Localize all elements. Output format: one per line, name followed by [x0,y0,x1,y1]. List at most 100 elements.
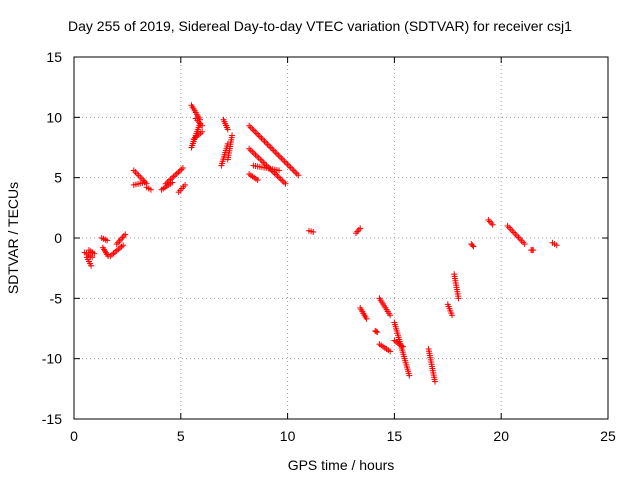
data-point [278,155,285,162]
data-point [256,133,263,140]
data-point [374,329,381,336]
data-point [286,162,293,169]
data-point [276,174,283,181]
data-point [276,167,283,174]
x-tick-label: 0 [70,428,78,444]
x-tick-label: 15 [387,428,403,444]
data-point [122,231,129,238]
data-point [267,144,274,151]
data-point [387,312,394,319]
data-point [363,315,370,322]
y-tick-label: 10 [46,109,62,125]
data-point [287,164,294,171]
data-point [279,156,286,163]
data-point [431,378,438,385]
data-point [172,172,179,179]
data-point [310,228,317,235]
data-point [277,176,284,183]
data-point [260,159,267,166]
data-point [91,250,98,257]
data-point [178,166,185,173]
data-point [173,170,180,177]
data-point [179,165,186,172]
data-point [147,186,154,193]
data-point [275,152,282,159]
x-axis-label: GPS time / hours [287,457,395,473]
data-point [247,147,254,154]
data-point [270,147,277,154]
data-point [259,136,266,143]
data-point [521,241,528,248]
data-point [553,242,560,249]
data-point [246,122,253,129]
data-point [281,158,288,165]
data-point [229,132,236,139]
data-point [176,167,183,174]
data-point [249,125,256,132]
x-tick-label: 20 [493,428,509,444]
data-point [357,225,364,232]
y-tick-label: 0 [54,230,62,246]
data-point [141,179,148,186]
data-point [255,132,262,139]
data-point [269,145,276,152]
data-point [88,262,95,269]
y-tick-label: 5 [54,170,62,186]
data-point [295,172,302,179]
data-point [489,221,496,228]
data-point [406,372,413,379]
data-point [252,151,259,158]
data-point [182,181,189,188]
data-point [290,167,297,174]
data-point [469,242,476,249]
x-tick-label: 5 [177,428,185,444]
data-point [254,177,261,184]
data-point [249,148,256,155]
data-point [293,170,300,177]
data-point [373,328,380,335]
data-point [246,145,253,152]
x-tick-label: 25 [600,428,616,444]
data-point [250,127,257,134]
data-point [399,343,406,350]
data-point [252,128,259,135]
y-tick-label: -5 [50,290,63,306]
data-points [81,102,560,385]
data-point [530,247,537,254]
data-point [170,173,177,180]
data-point [199,128,206,135]
data-point [470,243,477,250]
data-point [258,157,265,164]
data-point [276,153,283,160]
data-point [197,120,204,127]
plot-frame [73,56,609,420]
data-point [224,126,231,133]
data-point [449,312,456,319]
data-point [266,142,273,149]
y-tick-label: 15 [46,49,62,65]
data-point [273,150,280,157]
data-point [292,169,299,176]
y-tick-label: -10 [42,351,62,367]
data-point [257,156,264,163]
data-point [104,237,111,244]
data-point [253,130,260,137]
data-point [387,348,394,355]
data-point [169,174,176,181]
data-point [455,295,462,302]
data-point [261,138,268,145]
data-point [120,242,127,249]
data-point [261,160,268,167]
data-point [274,173,281,180]
data-point [282,180,289,187]
data-point [250,150,257,157]
data-point [264,141,271,148]
data-point [263,139,270,146]
data-point [255,154,262,161]
data-point [175,169,182,176]
data-point [272,171,279,178]
tick-labels: 0 5 10 15 20 25 15 10 5 0 -5 -10 -15 [42,49,616,444]
y-tick-label: -15 [42,411,62,427]
data-point [289,166,296,173]
